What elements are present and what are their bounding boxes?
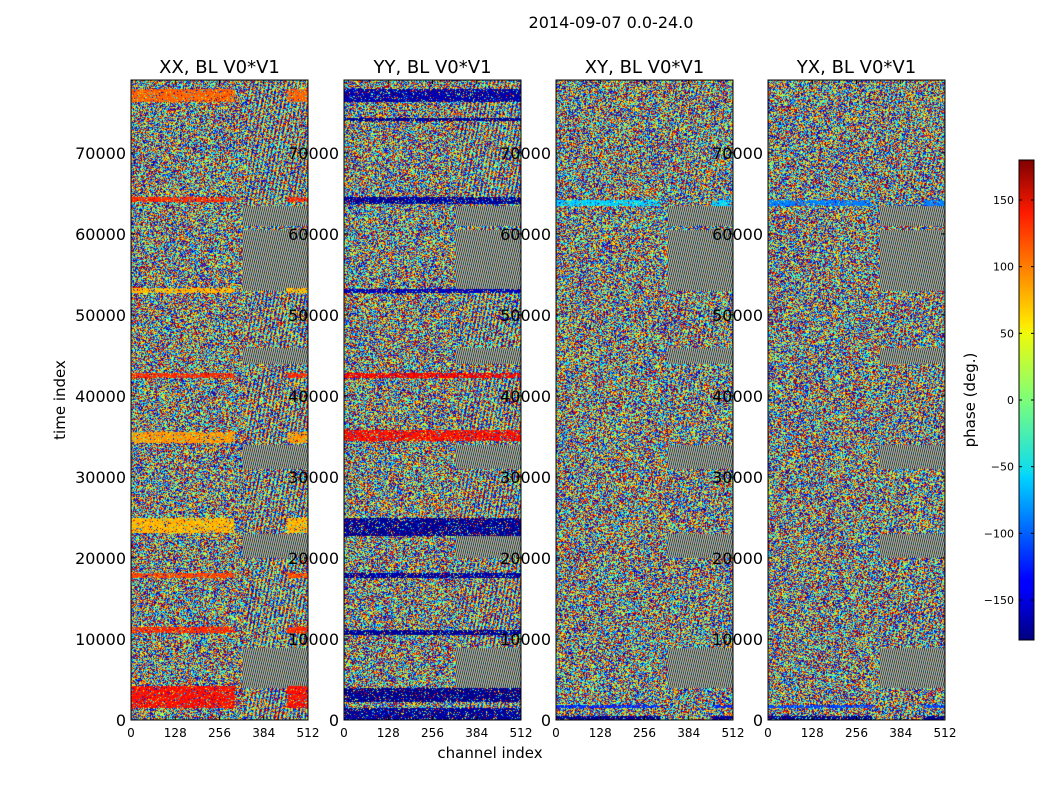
y-tick-label: 40000 <box>288 387 339 406</box>
colorbar-tick-label: 150 <box>993 194 1014 207</box>
y-tick-label: 70000 <box>712 144 763 163</box>
y-tick-label: 70000 <box>75 144 126 163</box>
phase-image-xx <box>131 80 308 720</box>
colorbar-tick-label: −100 <box>984 527 1014 540</box>
panel-yx: YX, BL V0*V1 0 128 256 384 512 0 10000 20000 3000… <box>712 57 956 740</box>
panel-yy: YY, BL V0*V1 0 128 256 384 512 0 10000 20000 3000… <box>288 57 532 740</box>
y-tick-label: 40000 <box>712 387 763 406</box>
colorbar-tick-label: 0 <box>1007 394 1014 407</box>
x-tick-label: 0 <box>127 726 135 740</box>
x-tick-label: 384 <box>889 726 912 740</box>
y-tick-label: 20000 <box>75 549 126 568</box>
y-tick-label: 30000 <box>75 468 126 487</box>
colorbar-tick-label: 50 <box>1000 327 1014 340</box>
y-tick-label: 60000 <box>288 225 339 244</box>
panel-xx: XX, BL V0*V1 0 128 256 384 512 0 10000 20000 3000… <box>75 57 319 740</box>
y-tick-label: 30000 <box>712 468 763 487</box>
colorbar: 150 100 50 0 −50 −100 −150 phase (deg.) <box>961 159 1035 641</box>
y-tick-label: 50000 <box>712 306 763 325</box>
y-tick-label: 60000 <box>75 225 126 244</box>
y-tick-label: 60000 <box>500 225 551 244</box>
colorbar-tick-label: −150 <box>984 594 1014 607</box>
colorbar-label: phase (deg.) <box>961 353 979 448</box>
y-tick-label: 10000 <box>500 630 551 649</box>
x-tick-label: 0 <box>552 726 560 740</box>
y-tick-label: 10000 <box>75 630 126 649</box>
y-tick-label: 20000 <box>712 549 763 568</box>
y-tick-label: 20000 <box>500 549 551 568</box>
phase-image-yy <box>344 80 521 720</box>
y-tick-label: 0 <box>753 711 763 730</box>
x-tick-label: 384 <box>677 726 700 740</box>
x-tick-label: 512 <box>934 726 957 740</box>
colorbar-tick-label: 100 <box>993 261 1014 274</box>
x-tick-label: 128 <box>377 726 400 740</box>
y-tick-label: 30000 <box>288 468 339 487</box>
y-tick-label: 10000 <box>288 630 339 649</box>
y-tick-label: 50000 <box>288 306 339 325</box>
y-tick-label: 20000 <box>288 549 339 568</box>
x-tick-label: 256 <box>421 726 444 740</box>
panel-title: YX, BL V0*V1 <box>796 57 916 78</box>
x-tick-label: 512 <box>510 726 533 740</box>
y-tick-label: 70000 <box>500 144 551 163</box>
x-tick-label: 0 <box>340 726 348 740</box>
y-tick-label: 50000 <box>75 306 126 325</box>
y-tick-label: 0 <box>541 711 551 730</box>
x-tick-label: 384 <box>465 726 488 740</box>
y-tick-label: 60000 <box>712 225 763 244</box>
panel-xy: XY, BL V0*V1 0 128 256 384 512 0 10000 20000 3000… <box>500 57 744 740</box>
panel-title: YY, BL V0*V1 <box>372 57 491 78</box>
phase-image-xy <box>556 80 733 720</box>
x-tick-label: 128 <box>164 726 187 740</box>
y-tick-label: 40000 <box>75 387 126 406</box>
panel-title: XY, BL V0*V1 <box>585 57 704 78</box>
y-tick-label: 0 <box>329 711 339 730</box>
x-tick-label: 128 <box>589 726 612 740</box>
y-tick-label: 40000 <box>500 387 551 406</box>
x-tick-label: 0 <box>764 726 772 740</box>
x-tick-label: 512 <box>297 726 320 740</box>
x-tick-label: 256 <box>845 726 868 740</box>
x-tick-label: 512 <box>722 726 745 740</box>
y-tick-label: 30000 <box>500 468 551 487</box>
phase-image-yx <box>768 80 945 720</box>
y-tick-label: 70000 <box>288 144 339 163</box>
y-tick-label: 50000 <box>500 306 551 325</box>
y-tick-label: 0 <box>116 711 126 730</box>
y-tick-label: 10000 <box>712 630 763 649</box>
panel-title: XX, BL V0*V1 <box>159 57 280 78</box>
y-axis-label: time index <box>51 360 69 440</box>
x-tick-label: 384 <box>252 726 275 740</box>
figure-title: 2014-09-07 0.0-24.0 <box>529 13 694 32</box>
x-tick-label: 256 <box>633 726 656 740</box>
x-tick-label: 128 <box>801 726 824 740</box>
colorbar-tick-label: −50 <box>991 461 1014 474</box>
x-axis-label: channel index <box>437 744 542 762</box>
x-tick-label: 256 <box>208 726 231 740</box>
